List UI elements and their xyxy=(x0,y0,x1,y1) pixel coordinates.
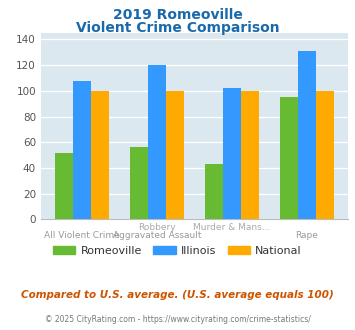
Text: © 2025 CityRating.com - https://www.cityrating.com/crime-statistics/: © 2025 CityRating.com - https://www.city… xyxy=(45,315,310,324)
Text: Rape: Rape xyxy=(295,231,318,240)
Text: Compared to U.S. average. (U.S. average equals 100): Compared to U.S. average. (U.S. average … xyxy=(21,290,334,300)
Text: Robbery: Robbery xyxy=(138,223,176,232)
Bar xyxy=(316,91,334,219)
Bar xyxy=(130,148,148,219)
Text: Violent Crime Comparison: Violent Crime Comparison xyxy=(76,21,279,35)
Legend: Romeoville, Illinois, National: Romeoville, Illinois, National xyxy=(49,241,306,260)
Bar xyxy=(223,88,241,219)
Bar xyxy=(73,81,91,219)
Bar xyxy=(55,152,73,219)
Bar xyxy=(148,65,166,219)
Bar xyxy=(91,91,109,219)
Text: Murder & Mans...: Murder & Mans... xyxy=(193,223,271,232)
Bar xyxy=(166,91,184,219)
Bar xyxy=(205,164,223,219)
Text: 2019 Romeoville: 2019 Romeoville xyxy=(113,8,242,22)
Text: Aggravated Assault: Aggravated Assault xyxy=(113,231,201,240)
Bar xyxy=(298,51,316,219)
Bar xyxy=(280,97,298,219)
Bar xyxy=(241,91,259,219)
Text: All Violent Crime: All Violent Crime xyxy=(44,231,120,240)
